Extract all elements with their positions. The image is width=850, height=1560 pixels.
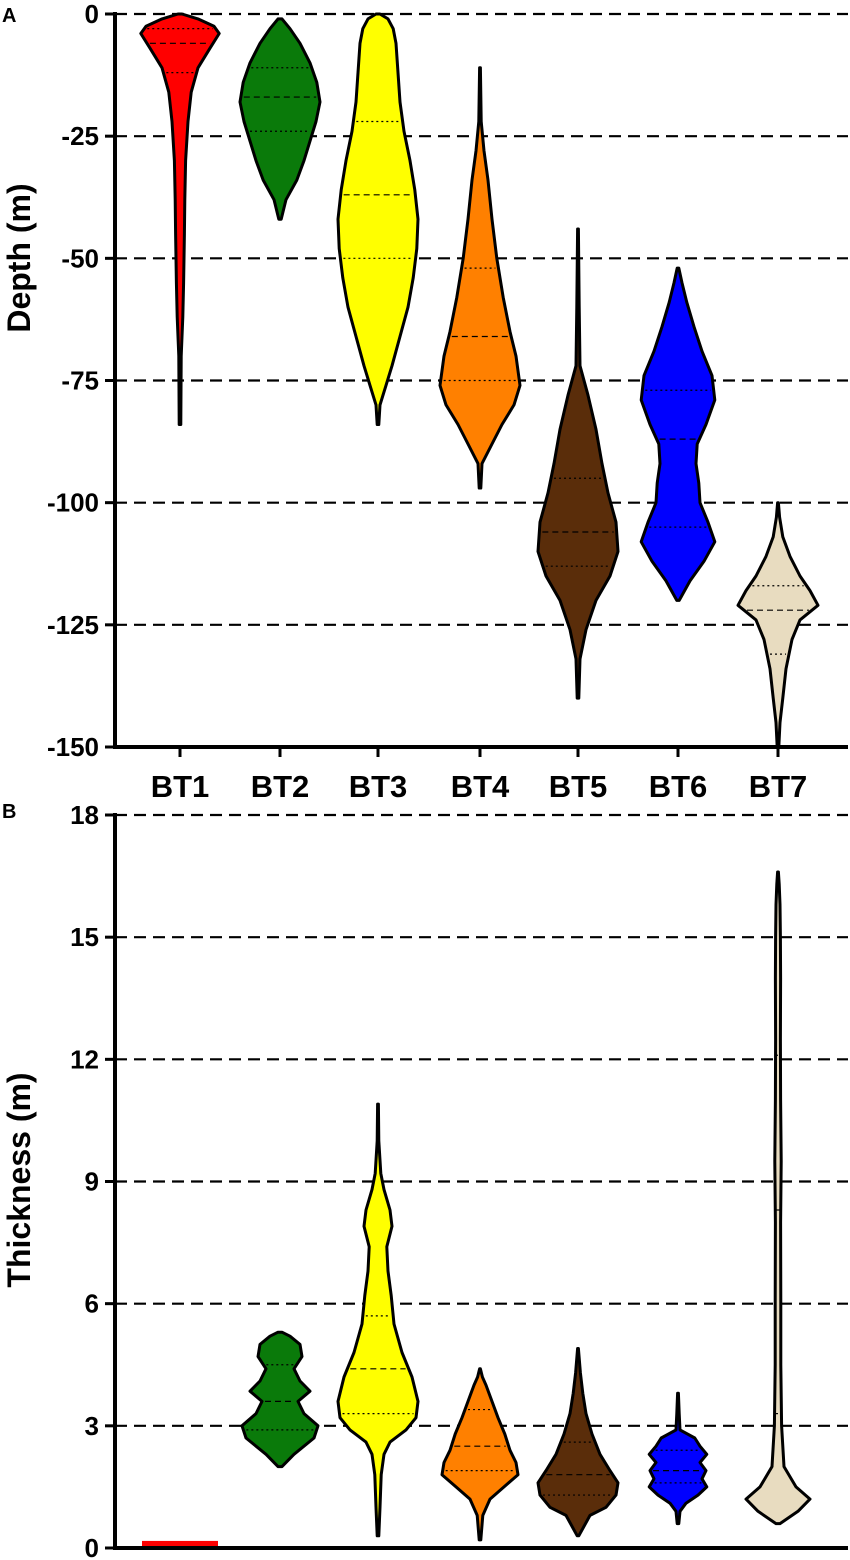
panel-a-y-tick-label: 0 xyxy=(85,0,99,29)
violin-bt6-body xyxy=(639,266,717,602)
violin-bt7 xyxy=(736,501,820,749)
panel-b: B Thickness (m) 0 3 6 9 12 15 18 xyxy=(1,800,848,1560)
panel-b-y-tick-label: 12 xyxy=(70,1044,99,1074)
violin-bt4 xyxy=(438,66,522,490)
panel-b-y-axis-label: Thickness (m) xyxy=(1,1072,37,1287)
category-label-bt5: BT5 xyxy=(549,769,608,804)
category-label-bt2: BT2 xyxy=(251,769,310,804)
violin-bt2 xyxy=(238,17,322,221)
panel-a-violins xyxy=(139,12,820,749)
panel-a-x-tick-labels: BT1 BT2 BT3 BT4 BT5 BT6 BT7 xyxy=(151,769,808,804)
panel-a-y-tick-labels: 0 -25 -50 -75 -100 -125 -150 xyxy=(47,0,99,762)
panel-b-y-tick-label: 15 xyxy=(70,922,99,952)
panel-b-y-tick-label: 0 xyxy=(85,1533,99,1560)
violin-bt5 xyxy=(536,227,620,700)
panel-b-y-tick-label: 6 xyxy=(85,1289,99,1319)
panel-b-label: B xyxy=(2,801,16,823)
category-label-bt4: BT4 xyxy=(451,769,510,804)
panel-a-axes xyxy=(105,12,848,757)
panel-b-y-tick-label: 18 xyxy=(70,800,99,830)
category-label-bt7: BT7 xyxy=(749,769,808,804)
panel-a-y-tick-label: -50 xyxy=(61,243,99,273)
violin-bt1-body xyxy=(139,12,221,426)
violin-bt4-body xyxy=(440,1367,520,1542)
violin-bt5 xyxy=(536,1347,620,1538)
violin-bt7-body xyxy=(744,870,812,1526)
violin-bt5-body xyxy=(536,227,620,700)
category-label-bt6: BT6 xyxy=(649,769,708,804)
violin-bt2-body xyxy=(238,17,322,221)
panel-b-y-tick-labels: 0 3 6 9 12 15 18 xyxy=(70,800,99,1560)
violin-bt3 xyxy=(336,1102,420,1538)
panel-a-y-tick-label: -125 xyxy=(47,610,99,640)
violin-bt7 xyxy=(744,870,812,1526)
panel-b-gridlines xyxy=(115,813,848,1427)
violin-bt4-body xyxy=(438,66,522,490)
category-label-bt3: BT3 xyxy=(349,769,408,804)
violin-bt3-body xyxy=(336,1102,420,1538)
panel-b-axes xyxy=(105,813,848,1550)
violin-bt3-body xyxy=(336,12,420,426)
violin-bt2 xyxy=(240,1330,320,1469)
panel-a-y-tick-label: -150 xyxy=(47,732,99,762)
violin-bt6-body xyxy=(647,1391,709,1526)
violin-bt1 xyxy=(139,12,221,426)
panel-b-y-tick-label: 3 xyxy=(85,1411,99,1441)
panel-a-y-tick-label: -75 xyxy=(61,366,99,396)
violin-bt2-body xyxy=(240,1330,320,1469)
violin-bt3 xyxy=(336,12,420,426)
panel-a-label: A xyxy=(2,5,16,27)
panel-b-violins xyxy=(142,870,812,1547)
panel-a-y-tick-label: -100 xyxy=(47,488,99,518)
category-label-bt1: BT1 xyxy=(151,769,210,804)
panel-a: A Depth (m) 0-25-50-75-100-125-150 BT1 BT… xyxy=(1,0,848,804)
panel-a-y-tick-label: -25 xyxy=(61,121,99,151)
violin-bt4 xyxy=(440,1367,520,1542)
violin-bt6 xyxy=(639,266,717,602)
violin-bt6 xyxy=(647,1391,709,1526)
violin-bt5-body xyxy=(536,1347,620,1538)
violin-bt1 xyxy=(142,1540,218,1547)
panel-b-y-tick-label: 9 xyxy=(85,1167,99,1197)
violin-bt1-flat-mark xyxy=(142,1540,218,1547)
violin-bt7-body xyxy=(736,501,820,749)
panel-a-y-axis-label: Depth (m) xyxy=(1,183,37,332)
